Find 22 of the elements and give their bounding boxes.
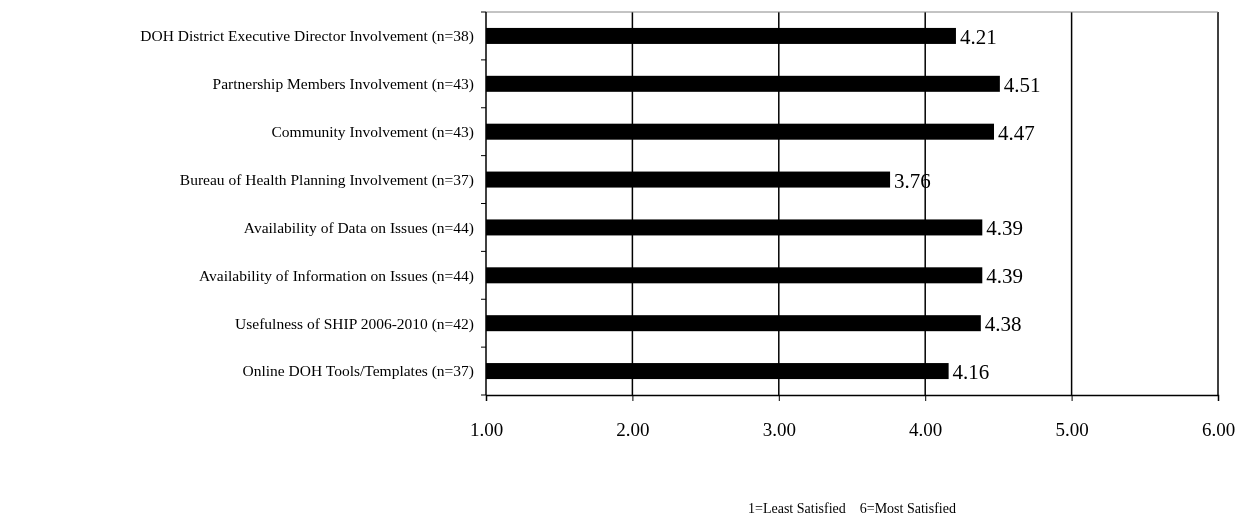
data-label: 4.51 [1003, 72, 1041, 97]
x-tick-label: 6.00 [1201, 419, 1236, 441]
data-label: 4.16 [952, 360, 990, 385]
x-tick-label: 3.00 [762, 419, 796, 441]
y-tick-label: Usefulness of SHIP 2006-2010 (n=42) [235, 314, 474, 333]
data-label: 4.39 [986, 264, 1024, 289]
x-tick-label: 1.00 [469, 419, 504, 441]
x-tick-label: 4.00 [909, 419, 943, 441]
y-tick-label: Availability of Information on Issues (n=44) [199, 266, 474, 285]
y-tick-label: Community Involvement (n=43) [271, 123, 474, 142]
y-tick-label: Partnership Members Involvement (n=43) [212, 75, 474, 94]
x-tick-label: 2.00 [616, 419, 650, 441]
y-tick-label: Availability of Data on Issues (n=44) [243, 218, 474, 237]
x-axis-title: 1=Least Satisfied 6=Most Satisfied [748, 501, 956, 516]
data-label: 4.47 [998, 120, 1035, 145]
x-tick-label: 5.00 [1055, 419, 1089, 441]
data-label: 4.39 [986, 216, 1024, 241]
data-label: 4.38 [984, 312, 1022, 337]
data-label: 4.21 [959, 24, 997, 49]
y-tick-label: Bureau of Health Planning Involvement (n=37) [179, 170, 474, 189]
y-tick-label: DOH District Executive Director Involvement (n=38) [140, 27, 474, 46]
y-tick-label: Online DOH Tools/Templates (n=37) [242, 362, 474, 381]
